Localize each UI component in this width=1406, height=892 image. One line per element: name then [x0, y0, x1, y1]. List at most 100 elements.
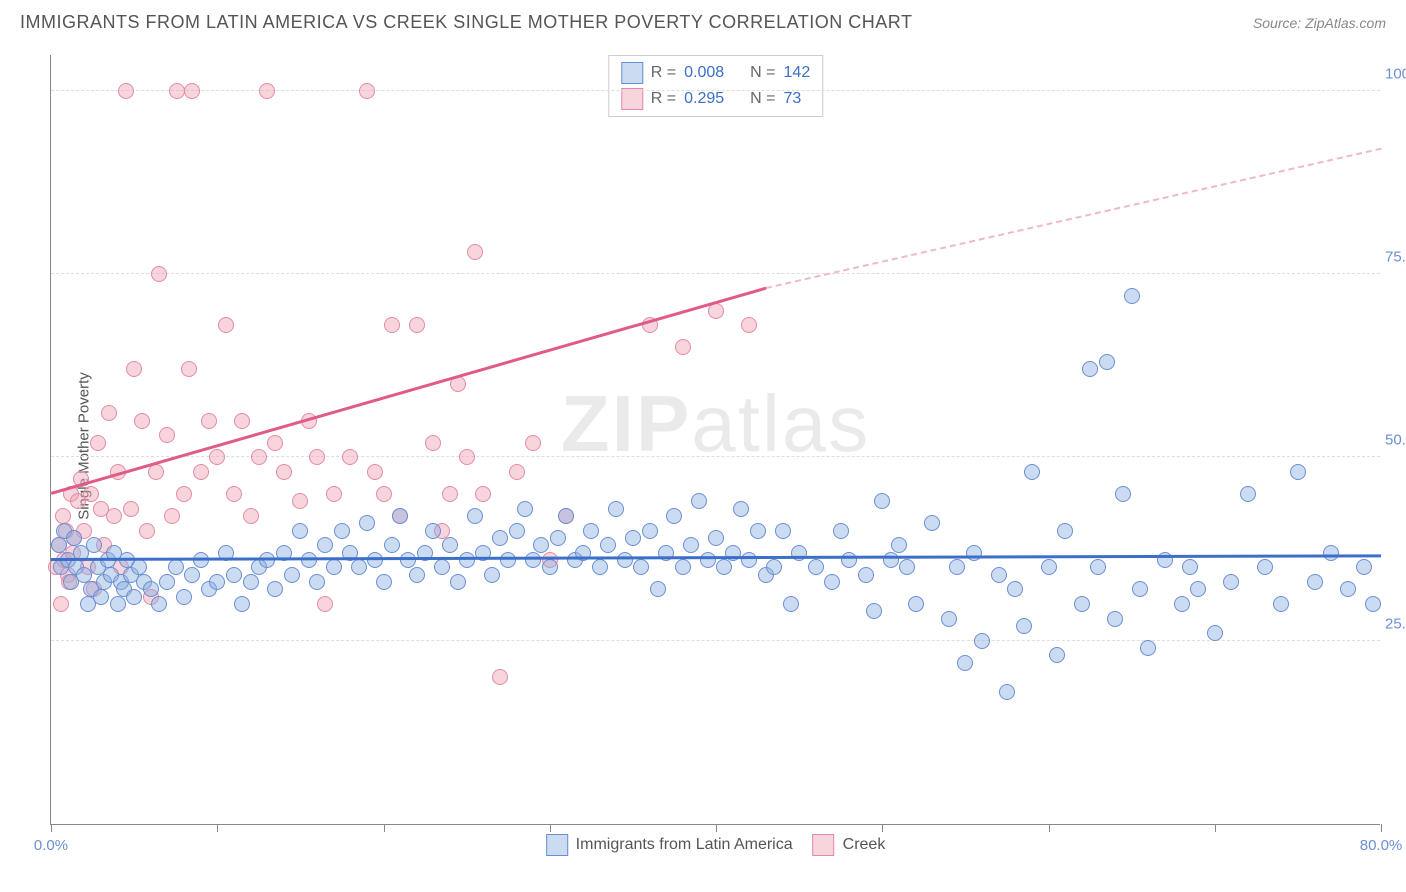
- data-point-pink: [234, 413, 250, 429]
- data-point-pink: [123, 501, 139, 517]
- data-point-pink: [409, 317, 425, 333]
- x-tick-label: 0.0%: [34, 837, 68, 854]
- data-point-blue: [509, 523, 525, 539]
- data-point-blue: [1365, 596, 1381, 612]
- x-tick: [51, 824, 52, 832]
- data-point-blue: [267, 581, 283, 597]
- data-point-blue: [999, 684, 1015, 700]
- data-point-blue: [775, 523, 791, 539]
- data-point-blue: [1074, 596, 1090, 612]
- data-point-blue: [1007, 581, 1023, 597]
- data-point-blue: [1207, 625, 1223, 641]
- data-point-blue: [650, 581, 666, 597]
- n-label: N =: [750, 90, 775, 108]
- x-tick: [384, 824, 385, 832]
- r-label: R =: [651, 90, 676, 108]
- data-point-pink: [259, 83, 275, 99]
- x-tick: [217, 824, 218, 832]
- data-point-blue: [525, 552, 541, 568]
- data-point-blue: [1356, 559, 1372, 575]
- data-point-blue: [243, 574, 259, 590]
- grid-line: [51, 273, 1380, 274]
- data-point-blue: [1107, 611, 1123, 627]
- data-point-blue: [234, 596, 250, 612]
- data-point-blue: [284, 567, 300, 583]
- data-point-blue: [1115, 486, 1131, 502]
- watermark-bold: ZIP: [561, 379, 691, 468]
- legend-series: Immigrants from Latin America Creek: [546, 834, 886, 856]
- data-point-blue: [176, 589, 192, 605]
- data-point-blue: [1090, 559, 1106, 575]
- data-point-blue: [400, 552, 416, 568]
- data-point-pink: [459, 449, 475, 465]
- data-point-blue: [384, 537, 400, 553]
- grid-line: [51, 90, 1380, 91]
- data-point-blue: [131, 559, 147, 575]
- trend-line: [51, 286, 767, 494]
- data-point-pink: [169, 83, 185, 99]
- data-point-blue: [716, 559, 732, 575]
- data-point-blue: [459, 552, 475, 568]
- y-tick-label: 50.0%: [1385, 432, 1406, 449]
- data-point-blue: [824, 574, 840, 590]
- data-point-blue: [492, 530, 508, 546]
- watermark-light: atlas: [691, 379, 870, 468]
- data-point-pink: [193, 464, 209, 480]
- data-point-blue: [301, 552, 317, 568]
- data-point-blue: [326, 559, 342, 575]
- data-point-pink: [267, 435, 283, 451]
- data-point-blue: [86, 537, 102, 553]
- data-point-blue: [434, 559, 450, 575]
- data-point-blue: [991, 567, 1007, 583]
- data-point-pink: [367, 464, 383, 480]
- data-point-blue: [442, 537, 458, 553]
- data-point-pink: [475, 486, 491, 502]
- data-point-blue: [583, 523, 599, 539]
- data-point-blue: [533, 537, 549, 553]
- data-point-blue: [1016, 618, 1032, 634]
- data-point-pink: [384, 317, 400, 333]
- data-point-blue: [666, 508, 682, 524]
- data-point-blue: [1124, 288, 1140, 304]
- data-point-blue: [858, 567, 874, 583]
- y-tick-label: 75.0%: [1385, 249, 1406, 266]
- data-point-blue: [425, 523, 441, 539]
- grid-line: [51, 640, 1380, 641]
- data-point-blue: [309, 574, 325, 590]
- n-value-blue: 142: [784, 64, 811, 82]
- data-point-pink: [276, 464, 292, 480]
- data-point-blue: [51, 537, 67, 553]
- data-point-blue: [126, 589, 142, 605]
- data-point-blue: [209, 574, 225, 590]
- data-point-pink: [126, 361, 142, 377]
- data-point-pink: [525, 435, 541, 451]
- data-point-blue: [924, 515, 940, 531]
- data-point-blue: [883, 552, 899, 568]
- data-point-blue: [617, 552, 633, 568]
- legend-swatch-pink: [813, 834, 835, 856]
- data-point-blue: [517, 501, 533, 517]
- data-point-pink: [118, 83, 134, 99]
- data-point-blue: [409, 567, 425, 583]
- data-point-pink: [176, 486, 192, 502]
- data-point-pink: [326, 486, 342, 502]
- data-point-pink: [53, 596, 69, 612]
- data-point-blue: [783, 596, 799, 612]
- data-point-blue: [766, 559, 782, 575]
- data-point-pink: [83, 486, 99, 502]
- data-point-pink: [164, 508, 180, 524]
- data-point-pink: [181, 361, 197, 377]
- data-point-blue: [392, 508, 408, 524]
- data-point-blue: [1307, 574, 1323, 590]
- data-point-blue: [1182, 559, 1198, 575]
- scatter-chart: ZIPatlas R = 0.008 N = 142 R = 0.295 N =…: [50, 55, 1380, 825]
- data-point-pink: [317, 596, 333, 612]
- data-point-pink: [159, 427, 175, 443]
- data-point-blue: [957, 655, 973, 671]
- data-point-blue: [550, 530, 566, 546]
- data-point-blue: [93, 589, 109, 605]
- data-point-blue: [317, 537, 333, 553]
- data-point-blue: [1082, 361, 1098, 377]
- x-tick-label: 80.0%: [1360, 837, 1403, 854]
- data-point-pink: [151, 266, 167, 282]
